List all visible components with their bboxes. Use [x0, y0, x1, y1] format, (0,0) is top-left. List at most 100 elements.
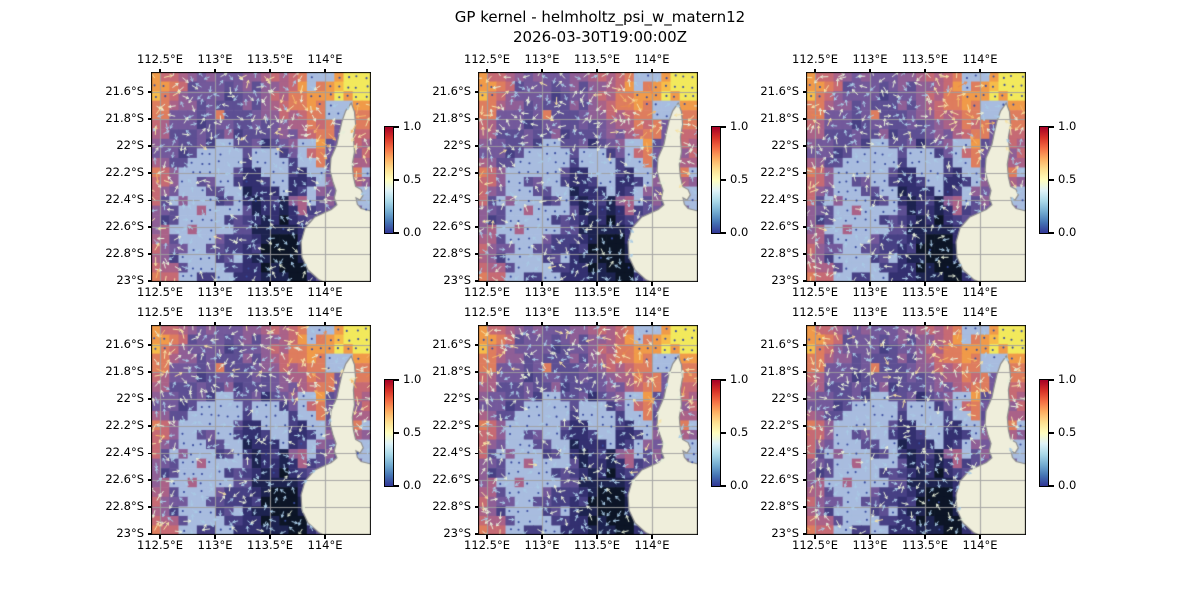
- x-tick-mark-top: [159, 321, 161, 325]
- colorbar-tick-mark: [394, 179, 399, 181]
- x-tick-mark-top: [486, 321, 488, 325]
- colorbar-tick-mark: [721, 485, 726, 487]
- y-tick-mark: [802, 452, 806, 454]
- colorbar-tick-label: 1.0: [1058, 119, 1077, 133]
- y-tick-mark: [802, 91, 806, 93]
- x-tick-label-top: 113.5°E: [902, 305, 948, 319]
- y-tick-label: 22.4°S: [760, 445, 799, 460]
- colorbar-tick-mark: [394, 379, 399, 381]
- x-tick-mark-top: [651, 321, 653, 325]
- y-tick-mark: [147, 226, 151, 228]
- x-tick-mark-bottom: [979, 535, 981, 539]
- y-tick-label: 23°S: [116, 525, 144, 540]
- x-tick-label-top: 112.5°E: [464, 305, 510, 319]
- map-canvas: [806, 72, 1026, 282]
- y-tick-label: 21.8°S: [105, 364, 144, 379]
- x-tick-label-top: 112.5°E: [137, 305, 183, 319]
- y-tick-label: 22.2°S: [760, 418, 799, 432]
- subplot-panel-2-2: 112.5°E 112.5°E 113°E 113°E 113.5°E 113.5°E 11…: [432, 306, 748, 552]
- x-tick-mark-top: [924, 321, 926, 325]
- x-tick-label-top: 114°E: [962, 52, 998, 66]
- x-tick-label-bottom: 113°E: [197, 538, 233, 552]
- x-tick-label-top: 113.5°E: [574, 305, 620, 319]
- colorbar-gradient: [384, 126, 394, 234]
- x-tick-label-top: 113°E: [852, 305, 888, 319]
- map-canvas: [478, 325, 698, 535]
- y-tick-label: 21.8°S: [760, 364, 799, 379]
- x-tick-label-top: 112.5°E: [792, 305, 838, 319]
- y-tick-label: 22°S: [443, 390, 471, 405]
- y-tick-label: 22.2°S: [760, 165, 799, 179]
- x-tick-mark-bottom: [869, 282, 871, 286]
- colorbar-gradient: [711, 379, 721, 487]
- colorbar: 1.0 0.5 0.0: [384, 120, 444, 239]
- y-tick-label: 21.6°S: [432, 336, 471, 351]
- x-tick-mark-top: [324, 321, 326, 325]
- colorbar-tick-mark: [1049, 485, 1054, 487]
- y-tick-label: 22.8°S: [105, 499, 144, 514]
- colorbar-tick-label: 0.5: [730, 172, 749, 186]
- x-tick-label-bottom: 112.5°E: [792, 285, 838, 299]
- y-tick-mark: [147, 91, 151, 93]
- x-tick-label-bottom: 113.5°E: [574, 285, 620, 299]
- y-tick-mark: [147, 425, 151, 427]
- x-tick-label-bottom: 113.5°E: [902, 538, 948, 552]
- y-tick-label: 22.8°S: [760, 499, 799, 514]
- y-tick-label: 23°S: [443, 525, 471, 540]
- x-tick-label-bottom: 114°E: [307, 538, 343, 552]
- y-tick-label: 22.6°S: [105, 471, 144, 486]
- y-tick-mark: [474, 280, 478, 282]
- x-tick-label-bottom: 112.5°E: [464, 285, 510, 299]
- y-tick-mark: [147, 479, 151, 481]
- y-tick-mark: [147, 533, 151, 535]
- colorbar-tick-label: 1.0: [403, 372, 422, 386]
- x-tick-label-top: 113°E: [852, 52, 888, 66]
- y-tick-label: 23°S: [771, 272, 799, 287]
- y-tick-mark: [802, 533, 806, 535]
- colorbar-tick-label: 0.0: [730, 478, 749, 492]
- x-tick-mark-top: [979, 68, 981, 72]
- x-tick-label-bottom: 112.5°E: [792, 538, 838, 552]
- colorbar-tick-mark: [721, 232, 726, 234]
- y-tick-mark: [802, 371, 806, 373]
- x-tick-mark-bottom: [869, 535, 871, 539]
- colorbar-tick-label: 0.5: [1058, 425, 1077, 439]
- x-tick-mark-top: [214, 321, 216, 325]
- map-canvas: [478, 72, 698, 282]
- subplot-panel-1-2: 112.5°E 112.5°E 113°E 113°E 113.5°E 113.5°E 11…: [432, 53, 748, 299]
- colorbar-tick-label: 1.0: [1058, 372, 1077, 386]
- y-tick-mark: [802, 172, 806, 174]
- subplot-panel-2-1: 112.5°E 112.5°E 113°E 113°E 113.5°E 113.5°E 11…: [105, 306, 421, 552]
- y-tick-label: 22.6°S: [760, 471, 799, 486]
- y-tick-mark: [474, 425, 478, 427]
- map-canvas: [151, 72, 371, 282]
- x-tick-label-bottom: 112.5°E: [137, 538, 183, 552]
- y-tick-label: 23°S: [771, 525, 799, 540]
- figure-subtitle: 2026-03-30T19:00:00Z: [513, 28, 687, 46]
- colorbar-tick-mark: [721, 432, 726, 434]
- x-tick-label-bottom: 113°E: [852, 285, 888, 299]
- x-tick-mark-bottom: [596, 535, 598, 539]
- colorbar-tick-label: 0.0: [1058, 225, 1077, 239]
- colorbar-tick-label: 0.0: [403, 478, 422, 492]
- x-tick-label-bottom: 113.5°E: [247, 285, 293, 299]
- y-tick-mark: [474, 452, 478, 454]
- colorbar-tick-mark: [394, 485, 399, 487]
- y-tick-label: 22.8°S: [432, 499, 471, 514]
- colorbar: 1.0 0.5 0.0: [1039, 373, 1099, 492]
- colorbar-tick-label: 0.0: [403, 225, 422, 239]
- x-tick-mark-top: [541, 68, 543, 72]
- x-tick-mark-bottom: [596, 282, 598, 286]
- y-tick-label: 22.8°S: [760, 246, 799, 261]
- x-tick-label-top: 113.5°E: [247, 52, 293, 66]
- y-tick-mark: [147, 506, 151, 508]
- y-tick-label: 21.6°S: [760, 83, 799, 98]
- x-tick-label-bottom: 114°E: [962, 285, 998, 299]
- y-tick-label: 21.8°S: [432, 364, 471, 379]
- y-tick-label: 22.4°S: [105, 445, 144, 460]
- y-tick-label: 21.6°S: [105, 336, 144, 351]
- x-tick-label-bottom: 112.5°E: [137, 285, 183, 299]
- y-tick-mark: [147, 118, 151, 120]
- x-tick-label-top: 114°E: [307, 52, 343, 66]
- colorbar-tick-mark: [394, 432, 399, 434]
